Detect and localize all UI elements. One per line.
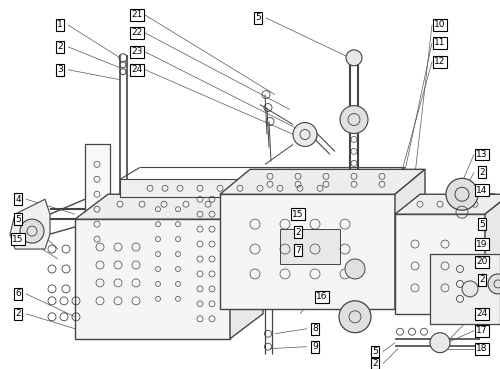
Text: 10: 10 <box>434 20 446 30</box>
Text: 3: 3 <box>57 65 63 74</box>
Text: 2: 2 <box>372 359 378 368</box>
Circle shape <box>446 178 478 210</box>
Text: 21: 21 <box>132 10 142 20</box>
Polygon shape <box>395 194 500 214</box>
Circle shape <box>307 131 317 141</box>
Text: 7: 7 <box>295 245 301 255</box>
Text: 2: 2 <box>479 168 485 177</box>
Text: 12: 12 <box>434 57 446 66</box>
Circle shape <box>430 333 450 353</box>
Text: 18: 18 <box>476 344 488 353</box>
Polygon shape <box>220 194 395 309</box>
Circle shape <box>20 219 44 243</box>
Text: 14: 14 <box>476 186 488 195</box>
Text: 5: 5 <box>255 13 261 23</box>
Text: 4: 4 <box>15 195 21 204</box>
Text: 9: 9 <box>312 342 318 351</box>
Polygon shape <box>10 199 50 249</box>
Polygon shape <box>75 194 263 219</box>
Polygon shape <box>395 169 425 309</box>
Polygon shape <box>220 169 425 194</box>
Circle shape <box>346 50 362 66</box>
Text: 19: 19 <box>476 239 488 249</box>
Text: 23: 23 <box>132 47 142 56</box>
Circle shape <box>462 281 478 297</box>
Text: 1: 1 <box>57 20 63 30</box>
Polygon shape <box>85 144 110 264</box>
Text: 24: 24 <box>132 65 142 74</box>
Text: 5: 5 <box>15 215 21 224</box>
Circle shape <box>293 123 317 146</box>
Polygon shape <box>395 214 485 314</box>
Text: 8: 8 <box>312 324 318 333</box>
Text: 22: 22 <box>132 28 142 37</box>
Text: 2: 2 <box>57 42 63 51</box>
Circle shape <box>488 274 500 294</box>
Text: 2: 2 <box>295 228 301 237</box>
Polygon shape <box>75 219 230 339</box>
Text: 15: 15 <box>12 235 24 244</box>
Text: 5: 5 <box>479 220 485 229</box>
Circle shape <box>345 259 365 279</box>
Text: 2: 2 <box>15 309 21 318</box>
Text: 6: 6 <box>15 289 21 299</box>
Text: 20: 20 <box>476 258 488 266</box>
Text: 2: 2 <box>479 275 485 284</box>
Text: 16: 16 <box>316 292 328 301</box>
Circle shape <box>340 106 368 134</box>
Text: 24: 24 <box>476 309 488 318</box>
Text: 17: 17 <box>476 326 488 335</box>
Circle shape <box>339 301 371 333</box>
Polygon shape <box>230 194 263 339</box>
Text: 5: 5 <box>372 347 378 356</box>
Text: 15: 15 <box>292 210 304 219</box>
Bar <box>280 229 340 264</box>
Text: 13: 13 <box>476 150 488 159</box>
Polygon shape <box>485 194 500 314</box>
Polygon shape <box>430 254 500 324</box>
Text: 11: 11 <box>434 38 446 47</box>
Polygon shape <box>120 179 385 197</box>
